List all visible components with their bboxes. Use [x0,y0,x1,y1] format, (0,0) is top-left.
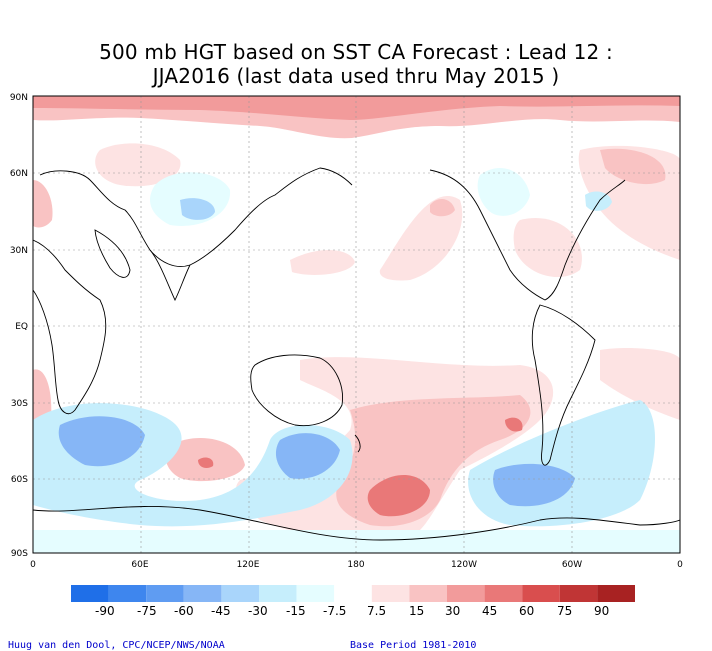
colorbar-label: -90 [95,604,115,618]
map-title-line1: 500 mb HGT based on SST CA Forecast : Le… [99,40,613,64]
colorbar-swatch [146,585,184,602]
footer-credit: Huug van den Dool, CPC/NCEP/NWS/NOAA [8,640,225,651]
colorbar-label: 30 [445,604,461,618]
negative-anomaly-southern-ocean-core-2 [275,433,340,479]
colorbar-label: -30 [248,604,268,618]
lat-label-30n: 30N [9,246,28,256]
lon-label-60w: 60W [561,560,583,570]
lon-label-60e: 60E [131,560,149,570]
negative-anomaly-antarctic [33,530,680,553]
colorbar-label: 60 [519,604,535,618]
colorbar-swatch [183,585,222,602]
lat-label-eq: EQ [15,322,28,332]
positive-anomaly-small-core [505,417,523,432]
coast-antarctica [33,506,680,541]
coastlines [33,167,680,541]
colorbar-label: 75 [557,604,573,618]
positive-anomaly-north-america [513,218,582,278]
coast-africa [33,239,107,414]
colorbar-label: -45 [211,604,231,618]
positive-anomaly-europe [33,180,53,228]
colorbar-swatch [371,585,410,602]
negative-anomaly-east-asia-core [180,198,215,220]
colorbar-swatch [334,585,372,602]
positive-anomaly-south-pacific-core [367,475,430,517]
map-frame [32,95,681,554]
colorbar-label: 15 [409,604,425,618]
lat-label-90n: 90N [9,93,28,103]
colorbar-label: -15 [286,604,306,618]
colorbar-swatch [296,585,335,602]
colorbar-swatch [597,585,635,602]
lon-label-0-right: 0 [677,560,683,570]
lon-label-0-left: 0 [30,560,36,570]
lon-label-120w: 120W [450,560,478,570]
map-gridlines [33,96,680,553]
coast-north-america [429,169,626,301]
lon-label-180: 180 [347,560,365,570]
colorbar-swatch [221,585,259,602]
lat-label-60s: 60S [10,475,28,485]
colorbar-swatch [71,585,109,602]
coast-australia [250,354,343,427]
positive-anomaly-npac [379,196,463,281]
colorbar [71,585,635,602]
colorbar-label: 90 [594,604,610,618]
positive-anomaly-s-atlantic [600,348,680,420]
lat-label-90s: 90S [10,549,28,559]
positive-anomaly-indian-ocean-core [198,457,214,468]
colorbar-swatch [559,585,598,602]
negative-anomaly-atlantic-small [585,191,612,211]
positive-anomaly-npac-core [430,198,455,217]
colorbar-label: -60 [174,604,194,618]
colorbar-swatch [409,585,447,602]
colorbar-swatch [259,585,297,602]
lat-label-30s: 30S [10,399,28,409]
footer-base-period: Base Period 1981-2010 [350,640,477,651]
positive-anomaly-siberia [95,143,181,187]
positive-anomaly-atlantic-core [600,148,666,185]
coast-south-america [531,304,596,466]
positive-anomaly-arctic-core [33,96,680,120]
colorbar-swatch [447,585,485,602]
negative-anomaly-southern-ocean-core-1 [58,416,145,467]
colorbar-label: -7.5 [323,604,347,618]
colorbar-swatch [522,585,560,602]
lon-label-120e: 120E [236,560,260,570]
map-title-line2: JJA2016 (last data used thru May 2015 ) [152,64,560,88]
negative-anomaly-southern-ocean-east-core [493,463,575,507]
coast-new-zealand [354,434,361,453]
positive-anomaly-npac-west [290,250,355,275]
coast-arabia [94,229,131,278]
lat-label-60n: 60N [9,169,28,179]
colorbar-label: 7.5 [367,604,387,618]
negative-anomaly-canada [477,167,530,216]
anomaly-fields [33,96,680,553]
colorbar-label: 45 [482,604,498,618]
coast-india [149,249,191,302]
colorbar-swatch [108,585,147,602]
colorbar-label: -75 [137,604,157,618]
colorbar-swatch [484,585,523,602]
